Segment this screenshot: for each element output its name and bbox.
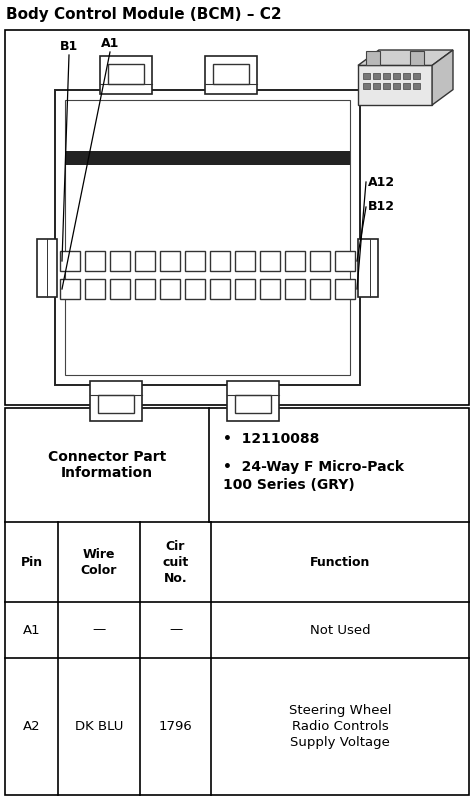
Bar bbox=[185, 279, 205, 299]
Bar bbox=[285, 279, 305, 299]
Text: Function: Function bbox=[310, 555, 370, 569]
Bar bbox=[213, 64, 249, 84]
Bar bbox=[235, 251, 255, 271]
Bar bbox=[373, 83, 380, 90]
Text: A1: A1 bbox=[101, 37, 119, 50]
Text: A12: A12 bbox=[368, 175, 395, 189]
Bar bbox=[363, 83, 370, 90]
Bar bbox=[5, 30, 469, 405]
Text: B1: B1 bbox=[60, 40, 78, 53]
Bar bbox=[100, 56, 152, 94]
Bar bbox=[60, 251, 80, 271]
Bar bbox=[65, 151, 350, 165]
Bar bbox=[285, 251, 305, 271]
Text: •  12110088: • 12110088 bbox=[223, 432, 319, 446]
Text: •  24-Way F Micro-Pack
100 Series (GRY): • 24-Way F Micro-Pack 100 Series (GRY) bbox=[223, 460, 404, 492]
Bar bbox=[383, 74, 390, 79]
Bar bbox=[110, 279, 130, 299]
Bar bbox=[383, 83, 390, 90]
Bar bbox=[358, 66, 432, 105]
Bar bbox=[160, 251, 180, 271]
Bar bbox=[60, 279, 80, 299]
Bar bbox=[37, 239, 57, 297]
Bar bbox=[55, 90, 360, 385]
Bar bbox=[5, 408, 469, 795]
Text: Connector Part
Information: Connector Part Information bbox=[48, 450, 166, 480]
Text: —: — bbox=[92, 623, 106, 637]
Text: DK BLU: DK BLU bbox=[75, 720, 123, 733]
Bar bbox=[110, 251, 130, 271]
Bar bbox=[366, 51, 380, 66]
Bar bbox=[85, 251, 105, 271]
Bar bbox=[227, 381, 279, 421]
Text: 1796: 1796 bbox=[159, 720, 192, 733]
Bar bbox=[260, 251, 280, 271]
Bar bbox=[335, 279, 355, 299]
Text: A2: A2 bbox=[23, 720, 40, 733]
Text: Not Used: Not Used bbox=[310, 623, 371, 637]
Bar bbox=[310, 279, 330, 299]
Bar bbox=[135, 251, 155, 271]
Bar bbox=[413, 74, 420, 79]
Bar bbox=[310, 251, 330, 271]
Bar bbox=[210, 279, 230, 299]
Bar bbox=[393, 83, 400, 90]
Text: Wire
Color: Wire Color bbox=[81, 547, 117, 577]
Bar bbox=[90, 381, 142, 421]
Bar bbox=[185, 251, 205, 271]
Bar bbox=[260, 279, 280, 299]
Bar bbox=[205, 56, 257, 94]
Bar bbox=[235, 279, 255, 299]
Polygon shape bbox=[358, 50, 453, 66]
Bar bbox=[403, 83, 410, 90]
Text: Pin: Pin bbox=[20, 555, 43, 569]
Bar bbox=[363, 74, 370, 79]
Text: A1: A1 bbox=[23, 623, 40, 637]
Text: Body Control Module (BCM) – C2: Body Control Module (BCM) – C2 bbox=[6, 7, 282, 22]
Bar bbox=[235, 395, 271, 413]
Bar bbox=[160, 279, 180, 299]
Bar bbox=[108, 64, 144, 84]
Bar bbox=[335, 251, 355, 271]
Bar bbox=[210, 251, 230, 271]
Bar bbox=[410, 51, 424, 66]
Text: B12: B12 bbox=[368, 201, 395, 214]
Text: Cir
cuit
No.: Cir cuit No. bbox=[163, 539, 189, 585]
Text: Steering Wheel
Radio Controls
Supply Voltage: Steering Wheel Radio Controls Supply Vol… bbox=[289, 704, 392, 749]
Bar bbox=[373, 74, 380, 79]
Bar bbox=[403, 74, 410, 79]
Bar bbox=[393, 74, 400, 79]
Bar bbox=[85, 279, 105, 299]
Bar bbox=[98, 395, 134, 413]
Bar bbox=[135, 279, 155, 299]
Text: —: — bbox=[169, 623, 182, 637]
Polygon shape bbox=[432, 50, 453, 105]
Bar bbox=[413, 83, 420, 90]
Bar bbox=[65, 100, 350, 375]
Bar bbox=[358, 239, 378, 297]
